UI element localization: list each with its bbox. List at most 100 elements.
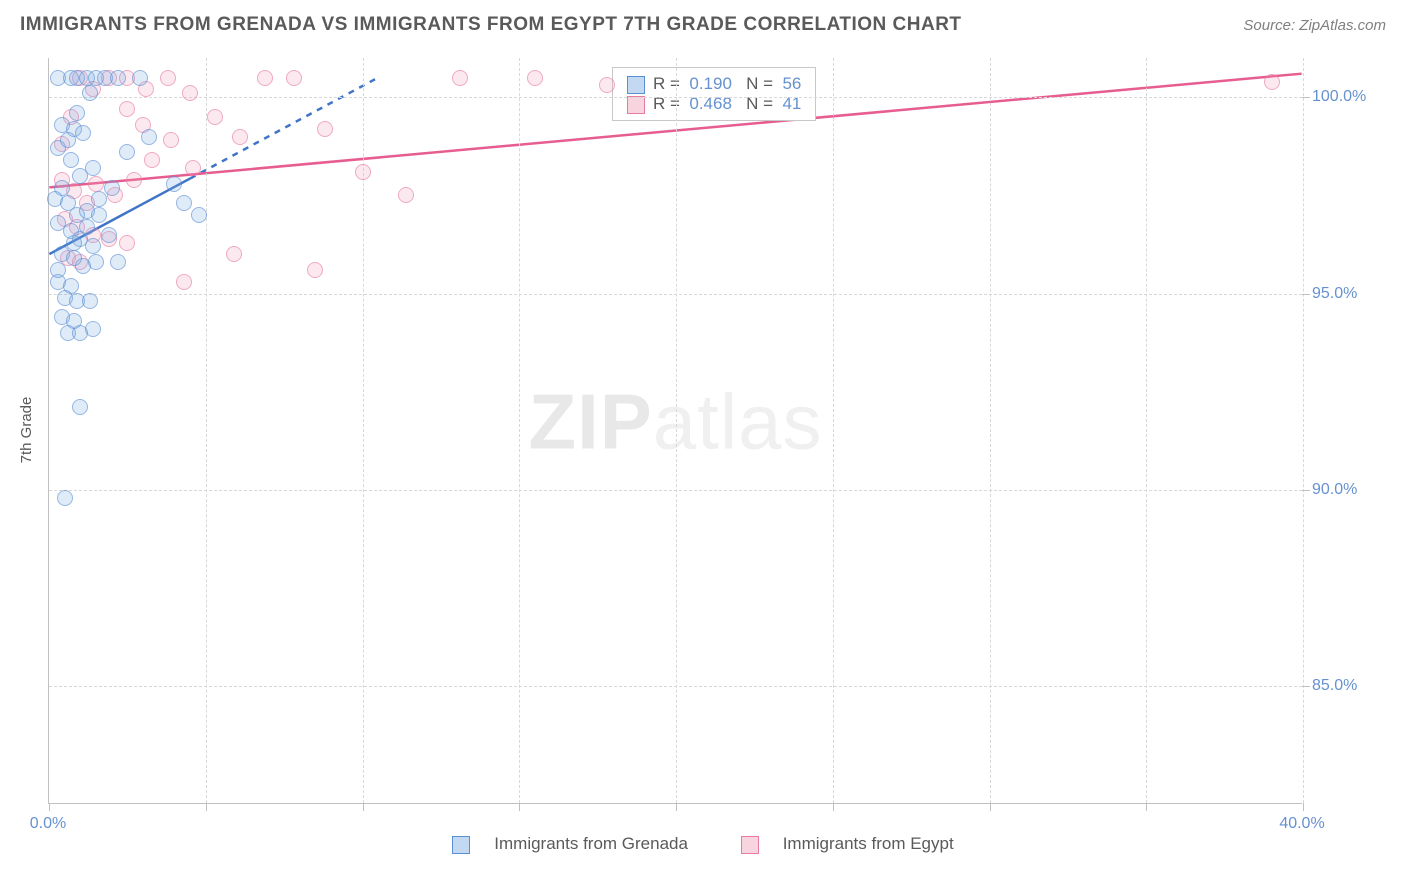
scatter-point <box>185 160 201 176</box>
x-axis-label: 0.0% <box>30 815 66 833</box>
scatter-point <box>355 164 371 180</box>
scatter-point <box>88 254 104 270</box>
scatter-point <box>232 129 248 145</box>
scatter-point <box>163 132 179 148</box>
r-value-blue: 0.190 <box>689 74 732 93</box>
scatter-point <box>110 254 126 270</box>
gridline-v <box>676 58 677 803</box>
gridline-v <box>1303 58 1304 803</box>
scatter-point <box>85 321 101 337</box>
scatter-point <box>50 262 66 278</box>
y-tick <box>1302 97 1310 98</box>
scatter-point <box>527 70 543 86</box>
scatter-point <box>176 195 192 211</box>
scatter-point <box>141 129 157 145</box>
legend-swatch-pink-bottom <box>741 836 759 854</box>
bottom-legend: Immigrants from Grenada Immigrants from … <box>0 834 1406 854</box>
legend-item-blue: Immigrants from Grenada <box>440 834 700 853</box>
y-tick <box>1302 686 1310 687</box>
x-tick <box>519 803 520 811</box>
stats-legend-box: R = 0.190 N = 56 R = 0.468 N = 41 <box>612 67 816 121</box>
x-tick <box>1303 803 1304 811</box>
x-tick <box>833 803 834 811</box>
scatter-point <box>398 187 414 203</box>
scatter-point <box>119 101 135 117</box>
scatter-point <box>452 70 468 86</box>
chart-plot-area: ZIPatlas R = 0.190 N = 56 R = 0.468 N = … <box>48 58 1302 804</box>
scatter-point <box>166 176 182 192</box>
x-tick <box>206 803 207 811</box>
scatter-point <box>91 207 107 223</box>
scatter-point <box>79 219 95 235</box>
gridline-v <box>833 58 834 803</box>
x-tick <box>990 803 991 811</box>
scatter-point <box>317 121 333 137</box>
scatter-point <box>126 172 142 188</box>
scatter-point <box>191 207 207 223</box>
watermark-zip: ZIP <box>528 377 652 465</box>
y-tick <box>1302 294 1310 295</box>
watermark-atlas: atlas <box>653 377 823 465</box>
y-tick <box>1302 490 1310 491</box>
gridline-h <box>49 294 1302 295</box>
scatter-point <box>110 70 126 86</box>
source-value: ZipAtlas.com <box>1299 17 1386 34</box>
legend-swatch-blue <box>627 76 645 94</box>
scatter-point <box>57 490 73 506</box>
gridline-v <box>519 58 520 803</box>
scatter-point <box>75 125 91 141</box>
scatter-point <box>72 399 88 415</box>
gridline-h <box>49 686 1302 687</box>
y-axis-label: 85.0% <box>1312 677 1357 695</box>
n-value-blue: 56 <box>782 74 801 93</box>
scatter-point <box>66 235 82 251</box>
scatter-point <box>286 70 302 86</box>
scatter-point <box>69 105 85 121</box>
scatter-point <box>160 70 176 86</box>
x-tick <box>1146 803 1147 811</box>
gridline-h <box>49 490 1302 491</box>
y-axis-label: 90.0% <box>1312 481 1357 499</box>
scatter-point <box>85 160 101 176</box>
scatter-point <box>307 262 323 278</box>
scatter-point <box>182 85 198 101</box>
scatter-point <box>119 144 135 160</box>
scatter-point <box>599 77 615 93</box>
scatter-point <box>82 293 98 309</box>
scatter-point <box>104 180 120 196</box>
legend-swatch-blue-bottom <box>452 836 470 854</box>
stats-row-blue: R = 0.190 N = 56 <box>627 74 801 94</box>
chart-title: IMMIGRANTS FROM GRENADA VS IMMIGRANTS FR… <box>20 14 962 36</box>
scatter-point <box>63 152 79 168</box>
scatter-point <box>82 85 98 101</box>
y-axis-title: 7th Grade <box>18 397 35 464</box>
scatter-point <box>60 132 76 148</box>
legend-item-pink: Immigrants from Egypt <box>729 834 966 853</box>
gridline-h <box>49 97 1302 98</box>
y-axis-label: 95.0% <box>1312 285 1357 303</box>
scatter-point <box>119 235 135 251</box>
scatter-point <box>144 152 160 168</box>
scatter-point <box>176 274 192 290</box>
source-label: Source: <box>1243 17 1295 34</box>
x-tick <box>49 803 50 811</box>
gridline-v <box>206 58 207 803</box>
scatter-point <box>257 70 273 86</box>
source-attribution: Source: ZipAtlas.com <box>1243 17 1386 34</box>
scatter-point <box>207 109 223 125</box>
scatter-point <box>91 191 107 207</box>
scatter-point <box>132 70 148 86</box>
gridline-v <box>990 58 991 803</box>
gridline-v <box>1146 58 1147 803</box>
legend-label-blue: Immigrants from Grenada <box>494 834 688 853</box>
legend-label-pink: Immigrants from Egypt <box>783 834 954 853</box>
scatter-point <box>226 246 242 262</box>
scatter-point <box>88 176 104 192</box>
y-axis-label: 100.0% <box>1312 88 1366 106</box>
x-axis-label: 40.0% <box>1279 815 1324 833</box>
x-tick <box>676 803 677 811</box>
x-tick <box>363 803 364 811</box>
scatter-point <box>1264 74 1280 90</box>
scatter-point <box>101 227 117 243</box>
scatter-point <box>85 238 101 254</box>
